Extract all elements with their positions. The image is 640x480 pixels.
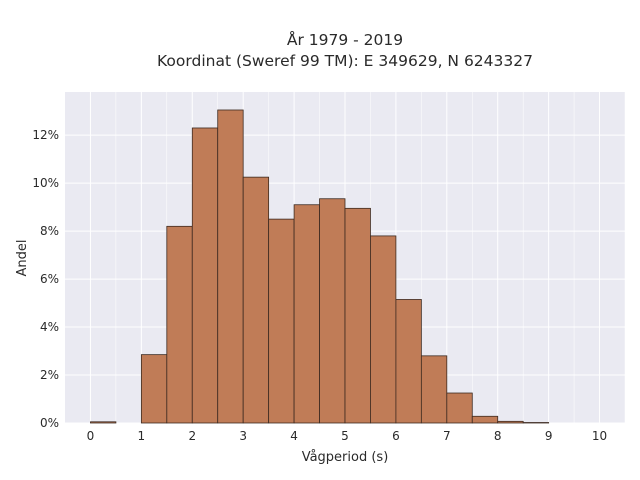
- x-tick-label: 3: [239, 429, 247, 443]
- x-tick-label: 4: [290, 429, 298, 443]
- x-tick-label: 9: [545, 429, 553, 443]
- x-tick-label: 0: [87, 429, 95, 443]
- y-tick-label: 4%: [40, 320, 59, 334]
- y-tick-label: 0%: [40, 416, 59, 430]
- y-tick-label: 6%: [40, 272, 59, 286]
- histogram-bar: [242, 176, 270, 424]
- histogram-bar: [191, 127, 219, 424]
- y-axis-label: Andel: [15, 240, 30, 277]
- histogram-bar: [166, 225, 193, 424]
- histogram-bar: [140, 354, 168, 424]
- y-tick-label: 12%: [32, 128, 59, 142]
- x-tick-label: 10: [592, 429, 607, 443]
- histogram-bar: [268, 218, 295, 424]
- histogram-bar: [446, 392, 473, 424]
- histogram-bar: [293, 204, 320, 424]
- x-axis-label: Vågperiod (s): [302, 450, 389, 465]
- histogram-bar: [90, 421, 117, 424]
- histogram-bar: [344, 207, 371, 424]
- histogram-bar: [471, 415, 499, 424]
- chart-title-line1: År 1979 - 2019: [287, 30, 403, 49]
- x-tick-label: 7: [443, 429, 451, 443]
- histogram-bar: [370, 235, 397, 424]
- x-axis-ticks: 0 1 2 3 4 5 6 7 8 9 10: [87, 429, 608, 443]
- x-tick-label: 6: [392, 429, 400, 443]
- chart-title-line2: Koordinat (Sweref 99 TM): E 349629, N 62…: [157, 52, 533, 70]
- y-tick-label: 2%: [40, 368, 59, 382]
- x-tick-label: 2: [188, 429, 196, 443]
- histogram-bar: [497, 420, 524, 424]
- y-axis-ticks: 0% 2% 4% 6% 8% 10% 12%: [32, 128, 59, 430]
- x-tick-label: 5: [341, 429, 349, 443]
- bars: [90, 109, 550, 424]
- histogram-bar: [395, 299, 422, 424]
- histogram-bar: [319, 198, 346, 424]
- y-tick-label: 10%: [32, 176, 59, 190]
- y-tick-label: 8%: [40, 224, 59, 238]
- histogram-bar: [420, 355, 448, 424]
- x-tick-label: 8: [494, 429, 502, 443]
- x-tick-label: 1: [138, 429, 146, 443]
- histogram-bar: [217, 109, 244, 424]
